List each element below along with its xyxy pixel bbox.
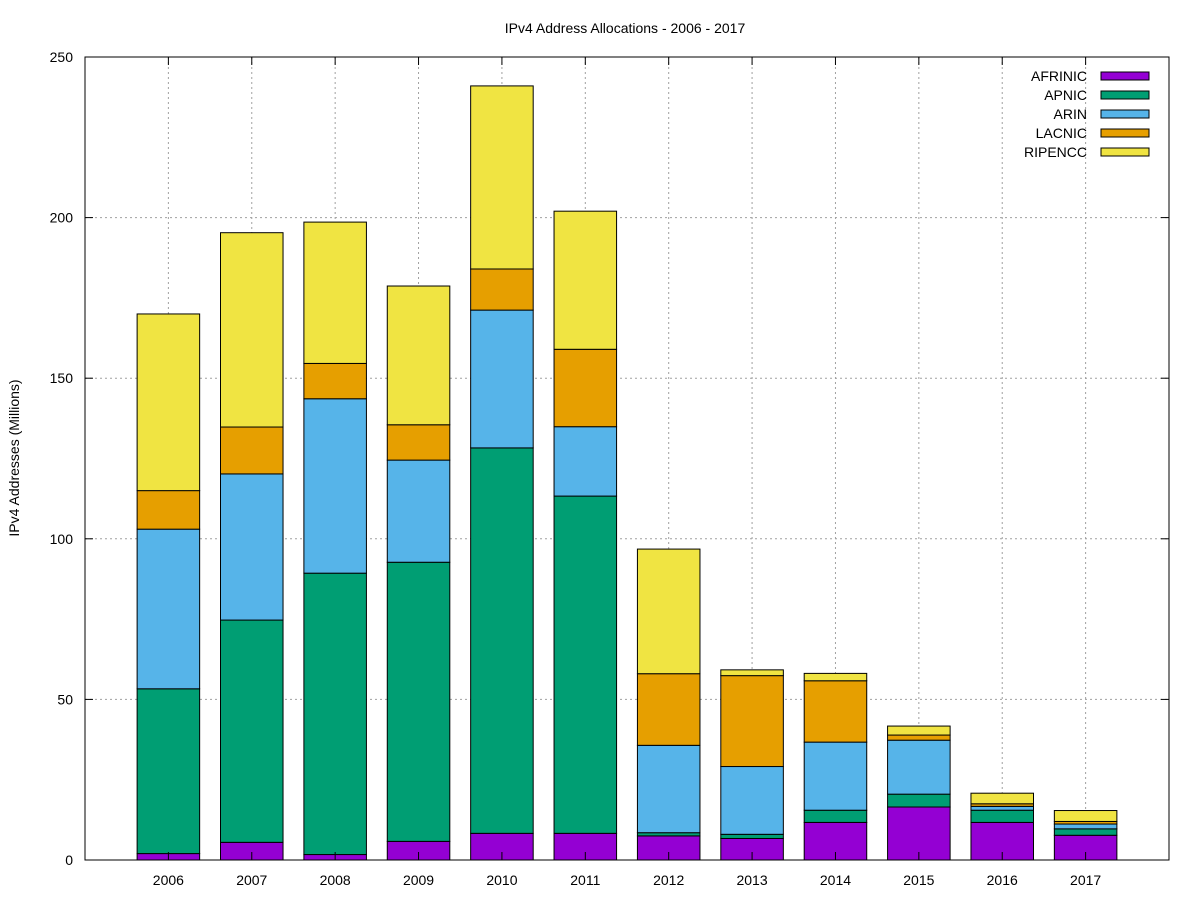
bar-segment-lacnic-2010 (470, 268, 534, 311)
bar-segment-apnic-2008 (303, 572, 367, 856)
x-tick-label: 2007 (236, 872, 267, 888)
y-tick-label: 0 (65, 852, 73, 868)
bar-segment-ripencc-2015 (887, 725, 951, 736)
bar-segment-arin-2012 (636, 744, 701, 834)
x-tick-label: 2015 (903, 872, 934, 888)
bar-segment-ripencc-2007 (220, 232, 284, 428)
bar-segment-ripencc-2010 (470, 85, 534, 270)
bar-segment-apnic-2017 (1053, 828, 1118, 836)
bar-segment-lacnic-2015 (887, 734, 951, 741)
bar-segment-arin-2009 (386, 459, 451, 563)
bar-segment-ripencc-2011 (553, 210, 618, 350)
bar-segment-lacnic-2014 (803, 680, 868, 743)
x-tick-label: 2013 (736, 872, 767, 888)
bar-segment-ripencc-2014 (803, 672, 868, 682)
bar-segment-lacnic-2006 (136, 490, 201, 530)
bar-segment-apnic-2011 (553, 495, 618, 834)
x-tick-label: 2016 (987, 872, 1018, 888)
axis-ticks: 0 50 100 150 200 250 2006 2007 2008 2009 2010 2011 2… (50, 49, 1169, 888)
bar-segment-arin-2014 (803, 741, 868, 811)
bar-segment-arin-2008 (303, 398, 367, 574)
bar-segment-arin-2017 (1053, 823, 1118, 830)
chart-title: IPv4 Address Allocations - 2006 - 2017 (505, 20, 746, 36)
bar-segment-apnic-2016 (970, 809, 1035, 823)
bar-segment-arin-2010 (470, 309, 534, 449)
bar-segment-ripencc-2006 (136, 313, 201, 492)
y-tick-label: 100 (50, 531, 74, 547)
bar-segment-ripencc-2012 (636, 548, 701, 675)
bar-segment-lacnic-2007 (220, 426, 284, 475)
bar-segment-arin-2016 (970, 805, 1035, 811)
bar-segment-lacnic-2011 (553, 348, 618, 428)
legend-swatch-afrinic (1100, 71, 1150, 81)
bar-segment-arin-2007 (220, 473, 284, 621)
x-tick-label: 2006 (153, 872, 184, 888)
y-tick-label: 250 (50, 49, 74, 65)
bar-segment-apnic-2015 (887, 793, 951, 808)
bar-segment-ripencc-2008 (303, 221, 367, 364)
bar-segment-apnic-2006 (136, 688, 201, 855)
bar-segment-apnic-2013 (720, 833, 784, 839)
legend-swatch-lacnic (1100, 128, 1150, 138)
bar-segment-arin-2006 (136, 528, 201, 690)
legend: AFRINIC APNIC ARIN LACNIC RIPENCC (1024, 68, 1150, 160)
x-tick-label: 2012 (653, 872, 684, 888)
bar-segment-apnic-2010 (470, 447, 534, 834)
legend-swatch-ripencc (1100, 147, 1150, 157)
bar-segment-lacnic-2009 (386, 424, 451, 461)
x-tick-label: 2014 (820, 872, 851, 888)
legend-label-arin: ARIN (1054, 106, 1087, 122)
bar-segment-arin-2011 (553, 426, 618, 497)
y-tick-label: 150 (50, 370, 74, 386)
bar-segment-ripencc-2009 (386, 285, 451, 426)
bar-segment-lacnic-2008 (303, 362, 367, 400)
bar-segment-apnic-2009 (386, 561, 451, 842)
x-tick-label: 2009 (403, 872, 434, 888)
bars (136, 85, 1118, 861)
legend-label-afrinic: AFRINIC (1031, 68, 1087, 84)
y-tick-label: 50 (57, 691, 73, 707)
x-tick-label: 2008 (320, 872, 351, 888)
legend-label-ripencc: RIPENCC (1024, 144, 1087, 160)
y-axis-label: IPv4 Addresses (Millions) (6, 379, 22, 536)
bar-segment-ripencc-2017 (1053, 810, 1118, 822)
bar-segment-arin-2013 (720, 766, 784, 835)
plot-frame (84, 56, 1170, 861)
legend-label-lacnic: LACNIC (1036, 125, 1087, 141)
bar-segment-arin-2015 (887, 739, 951, 795)
x-tick-label: 2011 (570, 872, 600, 888)
x-tick-label: 2010 (486, 872, 517, 888)
bar-segment-apnic-2014 (803, 809, 868, 823)
bar-segment-apnic-2007 (220, 619, 284, 843)
legend-swatch-arin (1100, 109, 1150, 119)
bar-segment-lacnic-2012 (636, 673, 701, 746)
bar-segment-lacnic-2013 (720, 675, 784, 768)
x-tick-label: 2017 (1070, 872, 1101, 888)
legend-label-apnic: APNIC (1044, 87, 1087, 103)
legend-swatch-apnic (1100, 90, 1150, 100)
y-tick-label: 200 (50, 210, 74, 226)
bar-segment-afrinic-2015 (887, 806, 951, 861)
bar-segment-ripencc-2013 (720, 669, 784, 677)
bar-segment-ripencc-2016 (970, 792, 1035, 805)
